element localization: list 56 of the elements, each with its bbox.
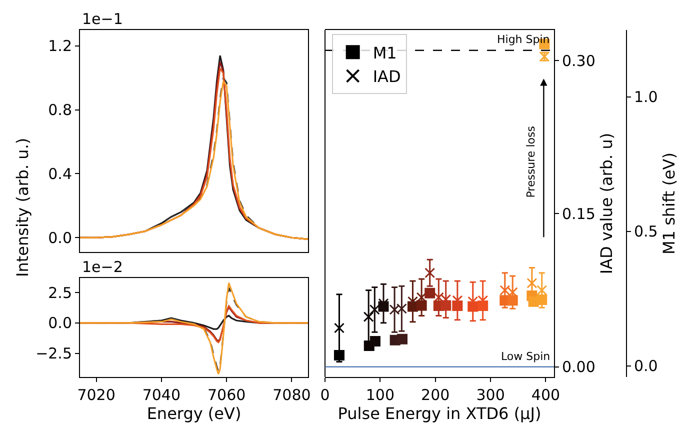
- legend-label: IAD: [372, 67, 401, 86]
- y-axis-title: IAD value (arb. u): [597, 132, 616, 274]
- y2-tick-label: 0.5: [634, 222, 658, 241]
- x-tick-label: 100: [366, 386, 394, 404]
- point: [526, 278, 538, 288]
- x-tick-label: 200: [421, 386, 450, 404]
- y2-axis-title: M1 shift (eV): [660, 152, 679, 254]
- y-tick-label: 0.8: [48, 101, 72, 120]
- point: [369, 304, 380, 315]
- point: [396, 303, 407, 314]
- y-tick-label: 0.30: [562, 52, 596, 70]
- y-tick-label: 0.00: [562, 358, 596, 376]
- y-tick-label: 0.4: [48, 164, 72, 183]
- point: [424, 268, 436, 278]
- x-axis-title: Pulse Energy in XTD6 (μJ): [338, 404, 542, 423]
- x-tick-label: 400: [531, 386, 560, 404]
- x-tick-label: 300: [476, 386, 505, 404]
- point: [452, 300, 463, 311]
- y-tick-label: 0.15: [562, 204, 596, 223]
- ref-line-label: High Spin: [497, 33, 550, 46]
- point: [370, 336, 380, 346]
- annotation: Pressure loss: [524, 126, 538, 198]
- point: [424, 288, 436, 298]
- point: [536, 285, 548, 296]
- point: [378, 301, 389, 312]
- y-tick-label: −2.5: [36, 344, 72, 363]
- point: [389, 304, 400, 315]
- point: [334, 322, 344, 334]
- text: 1e−1: [82, 10, 123, 28]
- point: [507, 295, 518, 306]
- y2-tick-label: 1.0: [634, 88, 658, 106]
- y-tick-label: 2.5: [48, 284, 72, 302]
- y-tick-label: 0.0: [48, 228, 72, 247]
- y-axis-title: Intensity (arb. u.): [13, 138, 32, 277]
- x-tick-label: 7020: [77, 386, 116, 404]
- point: [536, 294, 548, 306]
- point: [500, 285, 510, 296]
- x-tick-label: 7080: [272, 386, 311, 404]
- point: [468, 301, 478, 312]
- point: [407, 301, 418, 312]
- y2-tick-label: 0.0: [634, 357, 658, 376]
- x-tick-label: 7040: [142, 386, 181, 404]
- point: [478, 300, 488, 311]
- ref-line-label: Low Spin: [501, 350, 550, 363]
- y-tick-label: 0.0: [48, 314, 72, 332]
- x-tick-label: 0: [320, 386, 330, 404]
- x-axis-title: Energy (eV): [146, 404, 242, 423]
- text: 1e−2: [82, 258, 123, 276]
- point: [440, 300, 452, 311]
- x-tick-label: 7060: [207, 386, 246, 404]
- point: [334, 350, 344, 360]
- point: [397, 334, 408, 344]
- y-tick-label: 1.2: [48, 37, 72, 56]
- point: [416, 300, 427, 311]
- legend-label: M1: [372, 43, 397, 62]
- point: [363, 312, 374, 322]
